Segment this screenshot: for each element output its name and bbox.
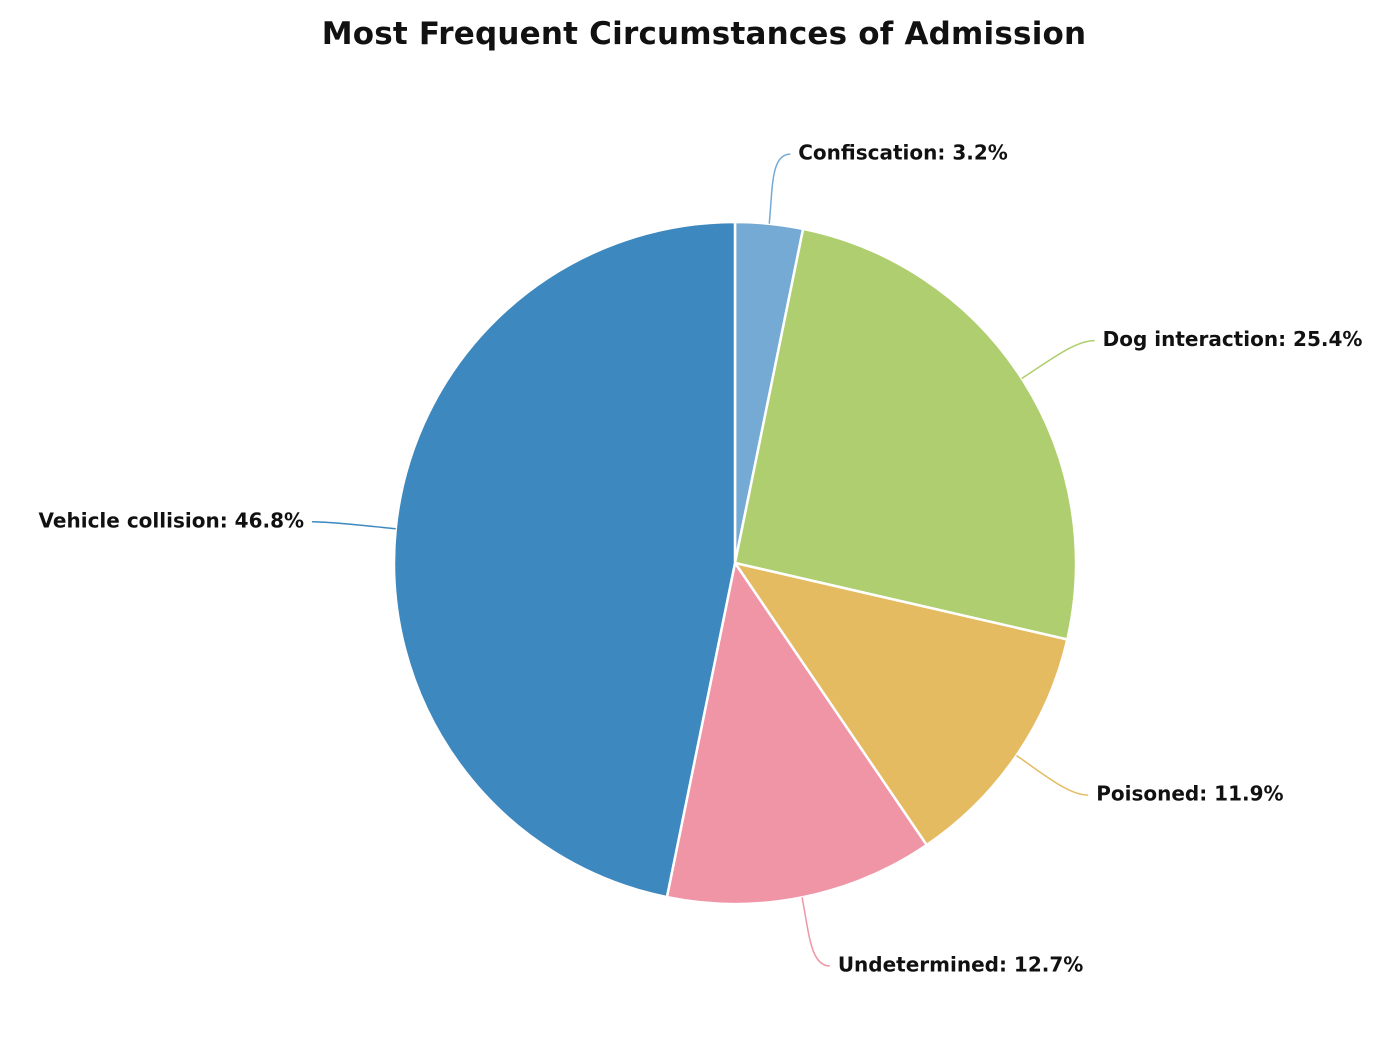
leader-line-vehicle-collision [312,521,396,530]
slice-label-dog-interaction: Dog interaction: 25.4% [1103,327,1363,351]
leader-line-undetermined [801,897,830,967]
chart-title: Most Frequent Circumstances of Admission [321,16,1087,52]
leader-line-dog-interaction [1021,339,1095,380]
slice-label-poisoned: Poisoned: 11.9% [1096,782,1283,806]
leader-line-poisoned [1016,754,1089,796]
pie-slices [392,220,1078,906]
slice-label-confiscation: Confiscation: 3.2% [798,141,1008,165]
slice-label-undetermined: Undetermined: 12.7% [838,952,1084,976]
leader-lines [312,153,1095,967]
pie-slice-vehicle-collision [392,220,737,899]
leader-line-confiscation [768,153,791,224]
slice-label-vehicle-collision: Vehicle collision: 46.8% [39,508,305,532]
pie-slice-undetermined [665,561,928,906]
pie-slice-poisoned [733,561,1069,847]
pie-slice-dog-interaction [733,227,1078,641]
slice-labels: Confiscation: 3.2% Dog interaction: 25.4%… [39,141,1363,977]
